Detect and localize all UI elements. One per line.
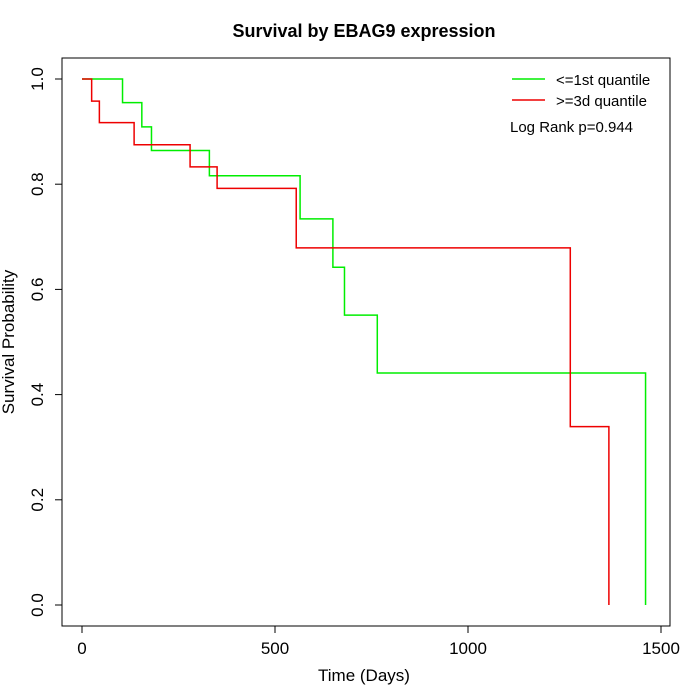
survival-curve-high [82, 78, 610, 605]
y-tick-label: 0.8 [28, 172, 47, 196]
y-tick-label: 0.6 [28, 278, 47, 302]
chart-title: Survival by EBAG9 expression [232, 21, 495, 41]
x-tick-label: 1000 [449, 639, 487, 658]
x-axis-label: Time (Days) [318, 666, 410, 685]
survival-curve-low [82, 78, 647, 605]
y-axis-label: Survival Probability [0, 269, 18, 414]
y-tick-label: 0.4 [28, 383, 47, 407]
y-axis: 0.0 0.2 0.4 0.6 0.8 1.0 [28, 67, 63, 617]
log-rank-annotation: Log Rank p=0.944 [510, 119, 633, 136]
x-tick-label: 0 [77, 639, 86, 658]
legend-label-low: <=1st quantile [556, 72, 650, 89]
legend-label-high: >=3d quantile [556, 93, 647, 110]
y-tick-label: 0.2 [28, 488, 47, 512]
legend: <=1st quantile >=3d quantile [512, 72, 650, 110]
x-axis: 0 500 1000 1500 [77, 625, 680, 658]
series-layer [82, 78, 647, 605]
x-tick-label: 500 [261, 639, 289, 658]
x-tick-label: 1500 [642, 639, 680, 658]
y-tick-label: 1.0 [28, 67, 47, 91]
plot-frame [61, 57, 671, 627]
y-tick-label: 0.0 [28, 593, 47, 617]
